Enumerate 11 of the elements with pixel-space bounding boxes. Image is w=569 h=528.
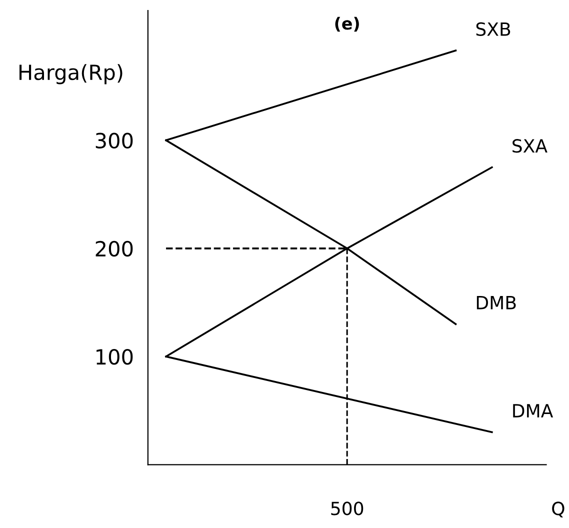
text: Q xyxy=(552,502,564,518)
y-tick-label: 100 xyxy=(96,348,133,365)
chart-title: (e) xyxy=(335,16,359,32)
series-label: SXB xyxy=(476,22,510,36)
series-label: SXA xyxy=(512,139,548,153)
y-tick-label: 200 xyxy=(96,240,133,257)
series-label: DMA xyxy=(513,404,554,418)
series-label: DMB xyxy=(476,296,516,310)
y-axis-title: Harga(Rp) xyxy=(20,64,122,84)
text: 500 xyxy=(331,502,364,516)
y-tick-label: 300 xyxy=(96,132,133,149)
